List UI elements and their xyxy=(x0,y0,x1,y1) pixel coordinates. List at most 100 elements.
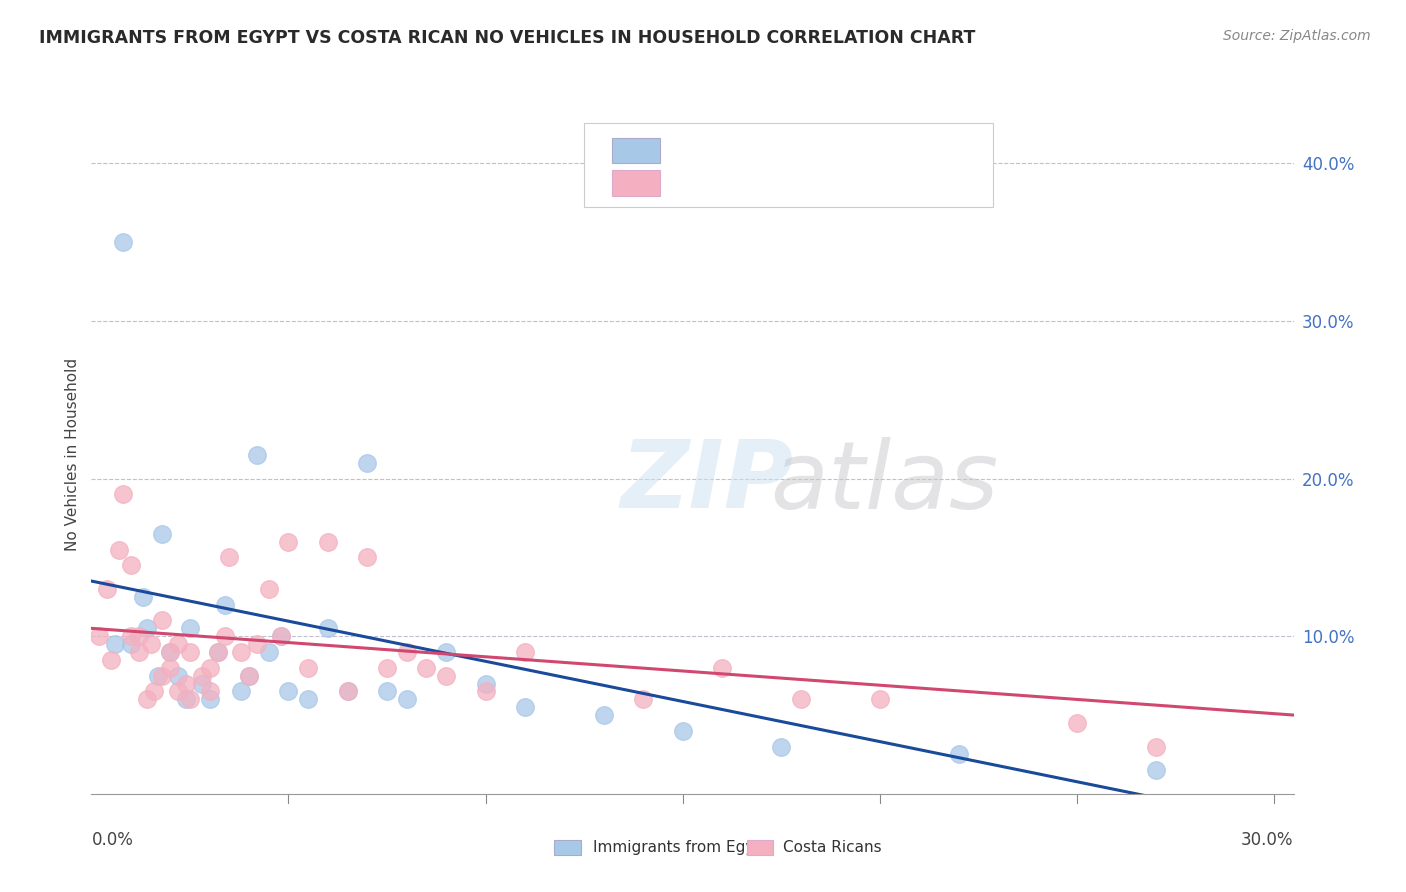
Text: ZIP: ZIP xyxy=(620,436,793,528)
Point xyxy=(316,621,339,635)
Point xyxy=(198,661,221,675)
FancyBboxPatch shape xyxy=(585,123,993,208)
Point xyxy=(238,668,260,682)
Point xyxy=(336,684,359,698)
Point xyxy=(415,661,437,675)
Point xyxy=(1066,715,1088,730)
Point xyxy=(1144,739,1167,754)
Text: Immigrants from Egypt: Immigrants from Egypt xyxy=(593,840,770,855)
Point xyxy=(277,684,299,698)
FancyBboxPatch shape xyxy=(612,170,659,196)
Point xyxy=(198,684,221,698)
Point xyxy=(179,645,201,659)
Point xyxy=(474,684,496,698)
Point xyxy=(257,582,280,596)
Text: Costa Ricans: Costa Ricans xyxy=(783,840,882,855)
Point xyxy=(159,661,181,675)
Text: atlas: atlas xyxy=(770,436,998,527)
Y-axis label: No Vehicles in Household: No Vehicles in Household xyxy=(65,359,80,551)
Text: N = 49: N = 49 xyxy=(825,174,883,192)
Point xyxy=(179,692,201,706)
Point xyxy=(179,621,201,635)
Point xyxy=(297,661,319,675)
Point xyxy=(108,542,131,557)
Point xyxy=(198,692,221,706)
Point xyxy=(246,448,269,462)
FancyBboxPatch shape xyxy=(612,137,659,163)
Point xyxy=(257,645,280,659)
Point xyxy=(375,661,398,675)
Point xyxy=(120,629,142,643)
Point xyxy=(297,692,319,706)
Point xyxy=(711,661,734,675)
Point xyxy=(948,747,970,762)
Point xyxy=(150,526,173,541)
Point xyxy=(139,637,162,651)
Point xyxy=(238,668,260,682)
Point xyxy=(395,645,418,659)
Point xyxy=(207,645,229,659)
Point xyxy=(356,550,378,565)
Point xyxy=(336,684,359,698)
Point xyxy=(120,637,142,651)
FancyBboxPatch shape xyxy=(747,840,773,855)
Point xyxy=(128,629,150,643)
Point xyxy=(190,668,212,682)
Point xyxy=(592,708,614,723)
Text: R = -0.188: R = -0.188 xyxy=(676,174,766,192)
Point xyxy=(218,550,240,565)
Point xyxy=(270,629,292,643)
Point xyxy=(96,582,118,596)
Point xyxy=(159,645,181,659)
Point xyxy=(790,692,813,706)
Point xyxy=(631,692,654,706)
Point xyxy=(174,676,197,690)
Point xyxy=(207,645,229,659)
Point xyxy=(246,637,269,651)
Point xyxy=(474,676,496,690)
Text: N = 35: N = 35 xyxy=(825,142,883,160)
Text: R = -0.319: R = -0.319 xyxy=(676,142,766,160)
Point xyxy=(150,668,173,682)
Point xyxy=(434,645,457,659)
Point xyxy=(150,614,173,628)
Point xyxy=(120,558,142,573)
Point xyxy=(167,668,190,682)
Point xyxy=(104,637,127,651)
Point xyxy=(375,684,398,698)
Point xyxy=(111,487,134,501)
Point xyxy=(190,676,212,690)
Point xyxy=(174,692,197,706)
Point xyxy=(100,653,122,667)
Point xyxy=(513,645,536,659)
Point xyxy=(167,684,190,698)
Point xyxy=(135,692,157,706)
Point xyxy=(89,629,111,643)
Point xyxy=(231,645,253,659)
Point xyxy=(128,645,150,659)
Point xyxy=(167,637,190,651)
Point xyxy=(143,684,166,698)
Point xyxy=(356,456,378,470)
Text: Source: ZipAtlas.com: Source: ZipAtlas.com xyxy=(1223,29,1371,43)
Point xyxy=(131,590,153,604)
Point xyxy=(111,235,134,249)
Text: IMMIGRANTS FROM EGYPT VS COSTA RICAN NO VEHICLES IN HOUSEHOLD CORRELATION CHART: IMMIGRANTS FROM EGYPT VS COSTA RICAN NO … xyxy=(39,29,976,46)
Point xyxy=(214,629,236,643)
Point xyxy=(231,684,253,698)
Point xyxy=(513,700,536,714)
Text: 0.0%: 0.0% xyxy=(91,830,134,848)
Point xyxy=(277,534,299,549)
Point xyxy=(1144,763,1167,777)
Point xyxy=(671,723,693,738)
Point xyxy=(434,668,457,682)
FancyBboxPatch shape xyxy=(554,840,581,855)
Point xyxy=(270,629,292,643)
Point xyxy=(869,692,891,706)
Point xyxy=(316,534,339,549)
Point xyxy=(770,739,793,754)
Point xyxy=(159,645,181,659)
Point xyxy=(214,598,236,612)
Point xyxy=(148,668,170,682)
Point xyxy=(395,692,418,706)
